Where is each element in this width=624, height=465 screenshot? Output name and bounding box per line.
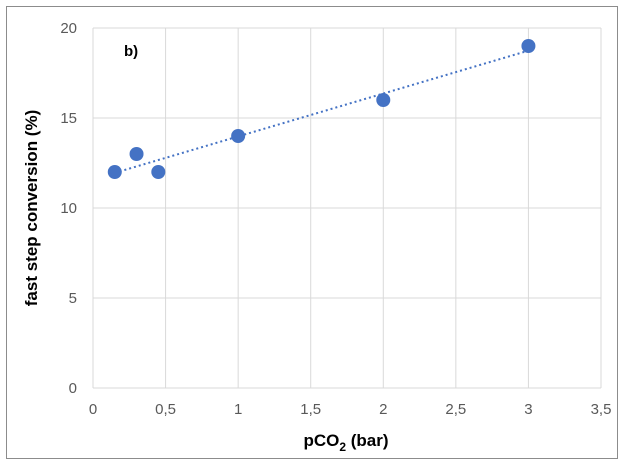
gridlines bbox=[92, 27, 602, 389]
data-point bbox=[231, 129, 246, 143]
data-point bbox=[129, 147, 144, 161]
x-tick-label: 0 bbox=[89, 401, 97, 418]
x-tick-label: 3 bbox=[524, 401, 532, 418]
x-axis-title: pCO2 (bar) bbox=[303, 431, 388, 454]
data-points bbox=[107, 39, 536, 179]
x-axis-title-main: pCO bbox=[303, 431, 339, 450]
x-tick-label: 2,5 bbox=[445, 401, 466, 418]
x-tick-label: 2 bbox=[379, 401, 387, 418]
y-tick-label: 10 bbox=[60, 200, 77, 217]
y-tick-label: 5 bbox=[69, 290, 77, 307]
x-tick-labels: 0 0,5 1 1,5 2 2,5 3 3,5 bbox=[89, 401, 612, 418]
data-point bbox=[151, 165, 166, 179]
x-tick-label: 1 bbox=[234, 401, 242, 418]
data-point bbox=[107, 165, 122, 179]
x-axis-title-unit: (bar) bbox=[346, 431, 389, 450]
chart-frame bbox=[6, 6, 618, 459]
trendline bbox=[114, 49, 529, 174]
data-point bbox=[521, 39, 536, 53]
y-tick-labels: 0 5 10 15 20 bbox=[60, 20, 77, 397]
x-tick-label: 1,5 bbox=[300, 401, 321, 418]
panel-annotation: b) bbox=[124, 43, 138, 60]
x-tick-label: 3,5 bbox=[591, 401, 612, 418]
y-tick-label: 20 bbox=[60, 20, 77, 37]
linear-trendline bbox=[114, 49, 529, 174]
x-tick-label: 0,5 bbox=[155, 401, 176, 418]
y-axis-title: fast step conversion (%) bbox=[22, 110, 41, 307]
y-tick-label: 15 bbox=[60, 110, 77, 127]
y-tick-label: 0 bbox=[69, 380, 77, 397]
data-point bbox=[376, 93, 391, 107]
x-axis-title-subscript: 2 bbox=[339, 440, 346, 454]
